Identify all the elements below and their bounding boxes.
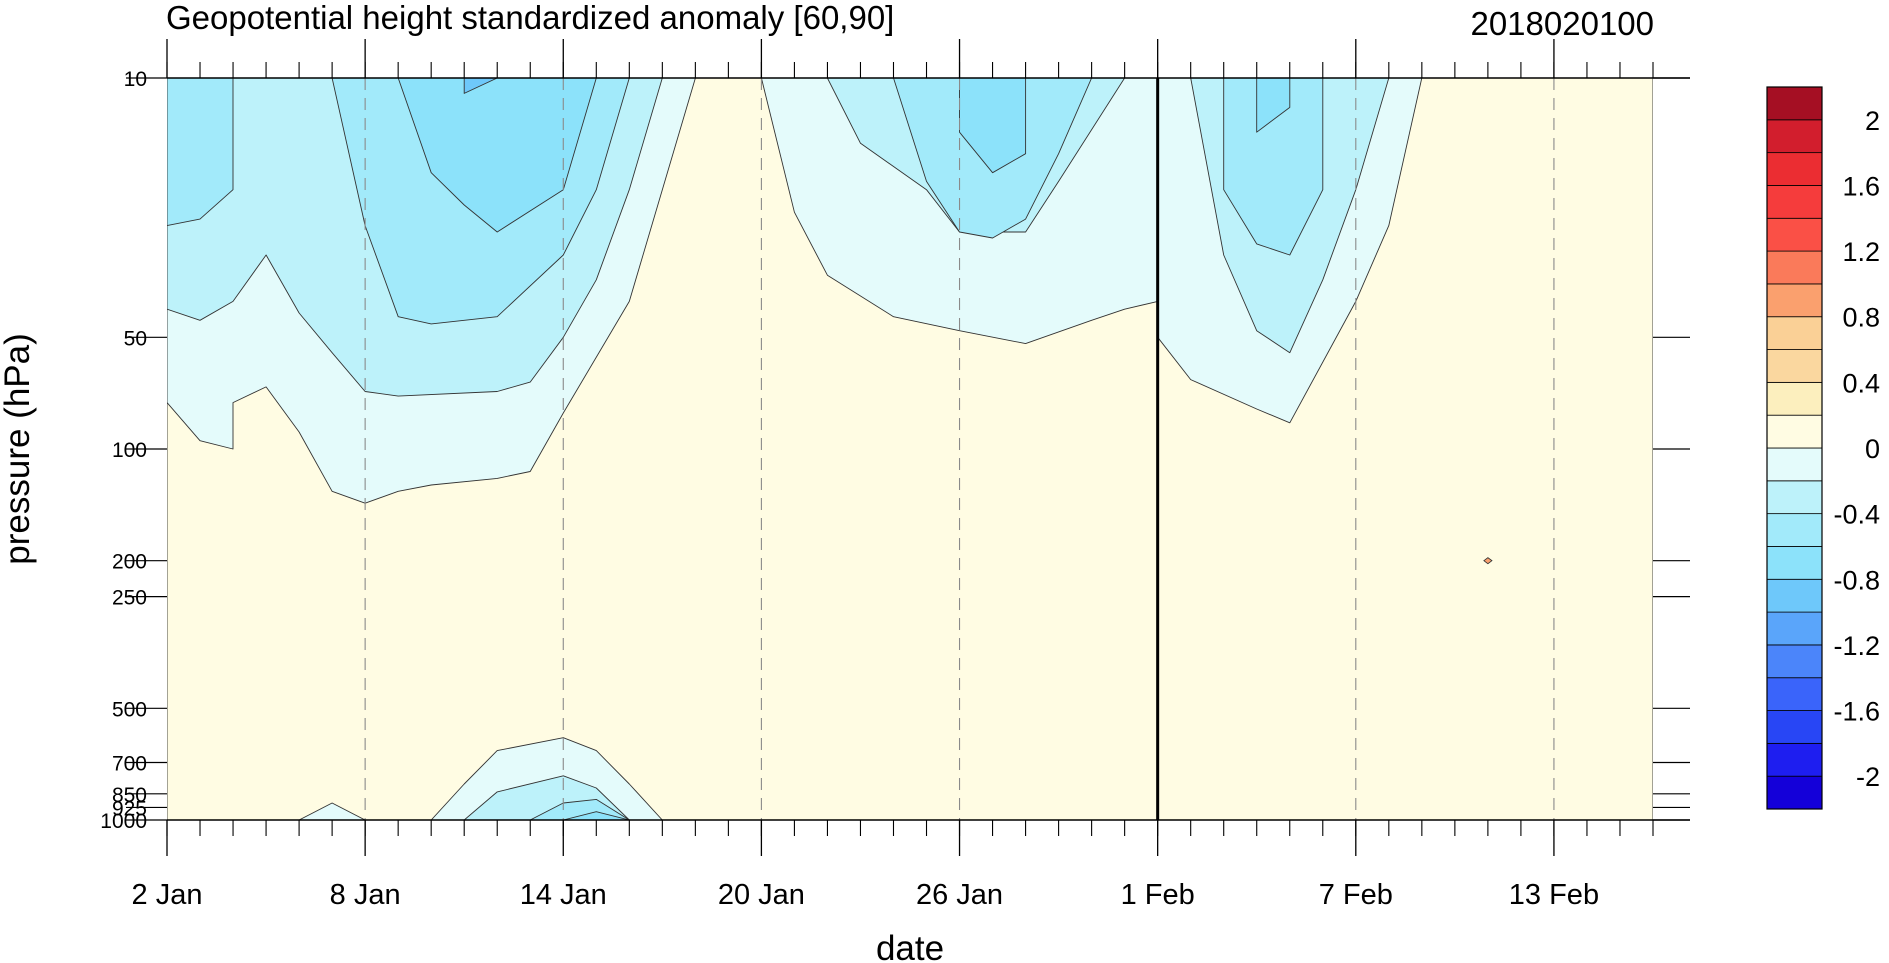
y-tick-label-500: 500 (112, 698, 147, 721)
y-tick-label-700: 700 (112, 753, 147, 776)
contour-spot-0 (1483, 557, 1493, 565)
colorbar-box (1766, 742, 1823, 777)
x-tick-label-2-jan: 2 Jan (132, 879, 203, 911)
colorbar-box (1766, 775, 1823, 810)
y-tick-label-850: 850 (112, 784, 147, 807)
colorbar-label: 0.4 (1842, 368, 1880, 398)
contour-fills (167, 78, 1653, 820)
colorbar-box (1766, 644, 1823, 679)
x-tick-label-7-feb: 7 Feb (1319, 879, 1393, 911)
contour-region-m4-3 (562, 811, 630, 820)
y-tick-label-925: 925 (112, 797, 147, 820)
colorbar-label: -1.6 (1833, 697, 1880, 727)
colorbar-box (1766, 152, 1823, 186)
colorbar-box (1766, 513, 1823, 547)
date-stamp: 2018020100 (1470, 5, 1654, 42)
contour-region-m1-4 (298, 802, 366, 820)
contour-region-m4-2 (1256, 78, 1291, 133)
colorbar-box (1766, 578, 1823, 613)
date-gridlines (364, 78, 1555, 820)
colorbar-outline (1766, 86, 1823, 810)
x-tick-label-1-feb: 1 Feb (1121, 879, 1195, 911)
colorbar-label: -2 (1856, 762, 1880, 792)
colorbar-label: -0.4 (1833, 500, 1880, 530)
x-axis-ticks: 2 Jan 8 Jan 14 Jan 20 Jan 26 Jan 1 Feb 7 Feb 13… (132, 39, 1654, 911)
colorbar-box (1766, 119, 1823, 154)
colorbar-box (1766, 283, 1823, 318)
x-axis-label: date (876, 929, 944, 963)
y-tick-label-250: 250 (112, 587, 147, 610)
contour-region-m3-3 (1223, 78, 1324, 256)
colorbar-label: 0.8 (1842, 303, 1880, 333)
contour-region-m3-0 (167, 78, 234, 227)
colorbar-box (1766, 381, 1823, 416)
chart-title: Geopotential height standardized anomaly… (166, 0, 894, 36)
colorbar-box (1766, 611, 1823, 646)
colorbar-box (1766, 316, 1823, 350)
colorbar-label: 2 (1865, 106, 1880, 136)
y-tick-label-50: 50 (124, 327, 147, 350)
x-tick-label-26-jan: 26 Jan (916, 879, 1003, 911)
y-axis-label: pressure (hPa) (0, 333, 37, 564)
y-tick-label-200: 200 (112, 551, 147, 574)
x-tick-label-8-jan: 8 Jan (330, 879, 401, 911)
colorbar-box (1766, 447, 1823, 482)
colorbar-label: 1.6 (1842, 171, 1880, 201)
y-tick-label-100: 100 (112, 439, 147, 462)
colorbar-box (1766, 349, 1823, 383)
colorbar-box (1766, 480, 1823, 515)
colorbar-box (1766, 86, 1823, 121)
colorbar-box (1766, 217, 1823, 252)
colorbar: 2 1.6 1.2 0.8 0.4 0 -0.4 -0.8 -1.2 -1.6 -2 (1766, 86, 1880, 810)
contour-region-m4-0 (397, 78, 597, 233)
colorbar-box (1766, 414, 1823, 449)
x-tick-label-13-feb: 13 Feb (1509, 879, 1599, 911)
colorbar-label: 1.2 (1842, 237, 1880, 267)
colorbar-label: -1.2 (1833, 631, 1880, 661)
colorbar-box (1766, 710, 1823, 744)
colorbar-box (1766, 185, 1823, 219)
x-tick-label-14-jan: 14 Jan (520, 879, 607, 911)
colorbar-box (1766, 250, 1823, 285)
colorbar-label: 0 (1865, 434, 1880, 464)
colorbar-box (1766, 546, 1823, 580)
contour-region-m5-0 (463, 78, 498, 94)
colorbar-box (1766, 677, 1823, 711)
plot-frame (167, 77, 1690, 821)
y-tick-label-10: 10 (124, 68, 147, 91)
y-tick-label-1000: 1000 (100, 810, 147, 833)
x-tick-label-20-jan: 20 Jan (718, 879, 805, 911)
colorbar-label: -0.8 (1833, 565, 1880, 595)
